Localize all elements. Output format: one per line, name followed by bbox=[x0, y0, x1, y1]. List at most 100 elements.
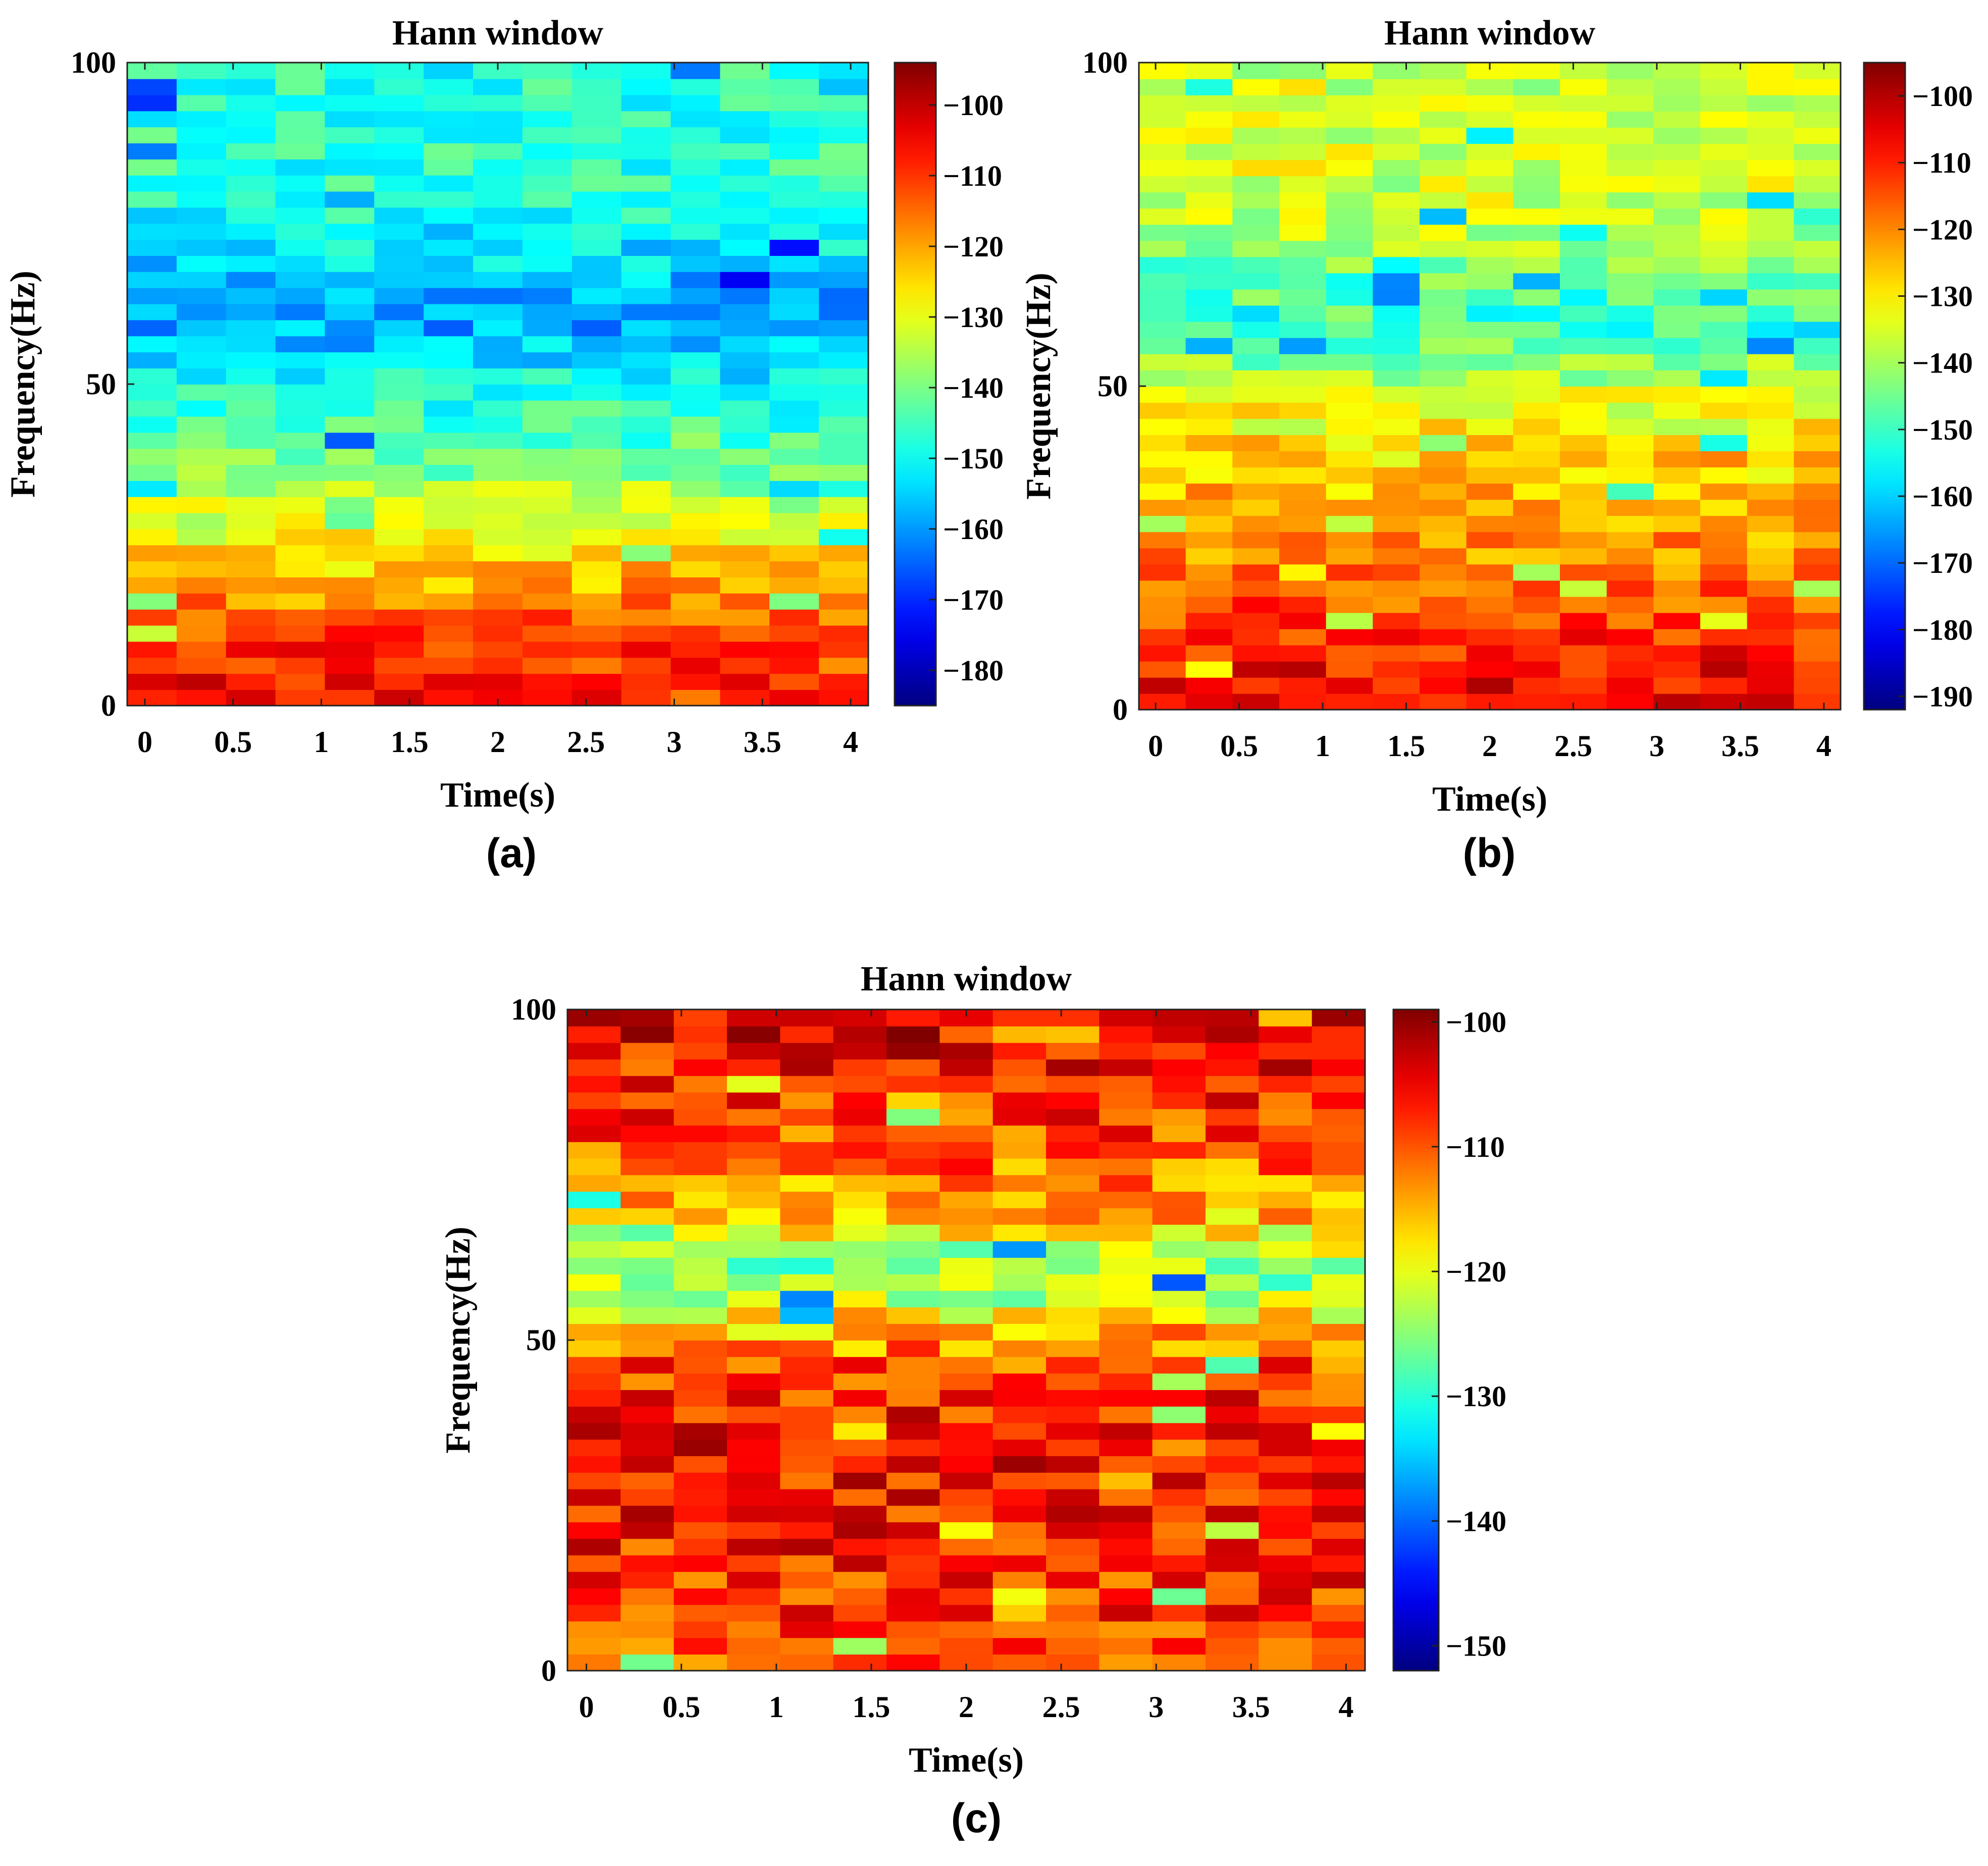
heatmap-cell bbox=[325, 159, 375, 176]
heatmap-cell bbox=[1794, 305, 1841, 322]
heatmap-cell bbox=[127, 512, 177, 529]
heatmap-cell bbox=[424, 673, 474, 690]
heatmap-cell bbox=[226, 657, 276, 674]
heatmap-cell bbox=[939, 1621, 993, 1638]
heatmap-cell bbox=[1185, 305, 1233, 322]
heatmap-cell bbox=[325, 609, 375, 626]
heatmap-cell bbox=[1259, 1555, 1313, 1572]
heatmap-cell bbox=[1653, 386, 1701, 403]
heatmap-cell bbox=[1420, 305, 1467, 322]
heatmap-cell bbox=[1259, 1142, 1313, 1159]
colorbar-tick-label: −120 bbox=[1912, 213, 1973, 246]
heatmap-cell bbox=[780, 1009, 834, 1027]
heatmap-cell bbox=[727, 1108, 781, 1126]
heatmap-cell bbox=[571, 416, 622, 433]
heatmap-cell bbox=[1653, 645, 1701, 662]
heatmap-cell bbox=[1279, 111, 1327, 128]
heatmap-cell bbox=[780, 1108, 834, 1126]
heatmap-cell bbox=[1560, 693, 1607, 710]
heatmap-cell bbox=[374, 641, 424, 658]
heatmap-cell bbox=[670, 400, 721, 417]
heatmap-cell bbox=[992, 1654, 1047, 1671]
heatmap-cell bbox=[1794, 256, 1841, 274]
heatmap-cell bbox=[1185, 677, 1233, 694]
heatmap-cell bbox=[670, 673, 721, 690]
heatmap-cell bbox=[1747, 321, 1795, 338]
heatmap-cell bbox=[1259, 1373, 1313, 1391]
heatmap-cell bbox=[727, 1191, 781, 1208]
heatmap-cell bbox=[424, 94, 474, 112]
heatmap-cell bbox=[1560, 580, 1607, 597]
heatmap-cell bbox=[1373, 273, 1420, 290]
heatmap-cell bbox=[939, 1175, 993, 1192]
heatmap-cell bbox=[127, 223, 177, 240]
heatmap-cell bbox=[886, 1621, 940, 1638]
heatmap-cell bbox=[1747, 127, 1795, 144]
heatmap-cell bbox=[1560, 645, 1607, 662]
heatmap-cell bbox=[1152, 1637, 1206, 1655]
heatmap-cell bbox=[424, 416, 474, 433]
heatmap-cell bbox=[1206, 1373, 1260, 1391]
heatmap-cell bbox=[769, 512, 819, 529]
heatmap-cell bbox=[1185, 402, 1233, 419]
heatmap-cell bbox=[833, 1009, 887, 1027]
heatmap-cell bbox=[522, 272, 572, 288]
heatmap-cell bbox=[833, 1356, 887, 1374]
heatmap-cell bbox=[621, 577, 671, 594]
heatmap-cell bbox=[670, 143, 721, 159]
heatmap-cell bbox=[1794, 273, 1841, 290]
heatmap-cell bbox=[1606, 661, 1654, 678]
heatmap-cell bbox=[1326, 515, 1374, 532]
heatmap-cell bbox=[1099, 1538, 1153, 1556]
heatmap-cell bbox=[226, 272, 276, 288]
heatmap-cell bbox=[1466, 143, 1514, 161]
heatmap-cell bbox=[819, 416, 869, 433]
heatmap-cell bbox=[1373, 612, 1420, 629]
heatmap-cell bbox=[176, 496, 227, 513]
heatmap-cell bbox=[992, 1621, 1047, 1638]
heatmap-cell bbox=[1099, 1555, 1153, 1572]
heatmap-cell bbox=[1312, 1274, 1366, 1291]
heatmap-cell bbox=[1700, 192, 1748, 209]
heatmap-cell bbox=[670, 448, 721, 465]
heatmap-cell bbox=[1099, 1488, 1153, 1506]
heatmap-cell bbox=[226, 400, 276, 417]
heatmap-cell bbox=[522, 464, 572, 481]
heatmap-cell bbox=[1747, 580, 1795, 597]
heatmap-cell bbox=[325, 191, 375, 208]
heatmap-cell bbox=[522, 481, 572, 497]
heatmap-cell bbox=[1099, 1571, 1153, 1589]
heatmap-cell bbox=[1606, 499, 1654, 516]
heatmap-cell bbox=[720, 593, 770, 610]
heatmap-cell bbox=[275, 336, 326, 353]
heatmap-cell bbox=[1232, 612, 1280, 629]
heatmap-cell bbox=[1139, 386, 1186, 403]
heatmap-cell bbox=[670, 255, 721, 272]
heatmap-cell bbox=[127, 319, 177, 337]
heatmap-cell bbox=[522, 336, 572, 353]
heatmap-cell bbox=[720, 159, 770, 176]
heatmap-cell bbox=[1513, 499, 1560, 516]
heatmap-cell bbox=[833, 1621, 887, 1638]
heatmap-cell bbox=[1653, 467, 1701, 484]
heatmap-cell bbox=[1099, 1274, 1153, 1291]
heatmap-cell bbox=[1206, 1654, 1260, 1671]
heatmap-cell bbox=[833, 1108, 887, 1126]
heatmap-cell bbox=[1206, 1175, 1260, 1192]
heatmap-cell bbox=[1700, 418, 1748, 435]
heatmap-cell bbox=[1259, 1059, 1313, 1076]
heatmap-cell bbox=[176, 143, 227, 159]
heatmap-cell bbox=[833, 1241, 887, 1258]
heatmap-cell bbox=[1259, 1125, 1313, 1142]
heatmap-cell bbox=[670, 496, 721, 513]
heatmap-cell bbox=[1152, 1108, 1206, 1126]
heatmap-cell bbox=[720, 272, 770, 288]
heatmap-cell bbox=[673, 1274, 727, 1291]
heatmap-cell bbox=[1326, 596, 1374, 613]
heatmap-cell bbox=[325, 319, 375, 337]
heatmap-cell bbox=[833, 1522, 887, 1539]
heatmap-cell bbox=[226, 143, 276, 159]
heatmap-cell bbox=[1312, 1076, 1366, 1093]
heatmap-cell bbox=[1185, 240, 1233, 257]
heatmap-cell bbox=[727, 1257, 781, 1274]
